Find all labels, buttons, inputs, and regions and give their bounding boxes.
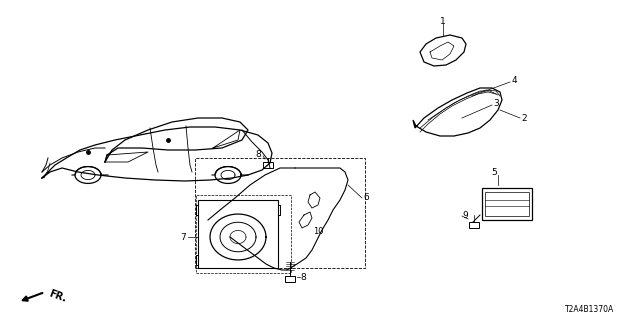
Bar [263, 162, 273, 168]
Bar [469, 222, 479, 228]
Bar [482, 188, 532, 220]
Bar [285, 276, 295, 282]
Text: 3: 3 [493, 99, 499, 108]
Text: 5: 5 [491, 167, 497, 177]
Text: 8: 8 [300, 274, 306, 283]
Text: 1: 1 [440, 17, 446, 26]
Text: 7: 7 [180, 233, 186, 242]
Polygon shape [420, 35, 466, 66]
Text: 9: 9 [462, 211, 468, 220]
Text: T2A4B1370A: T2A4B1370A [565, 305, 614, 314]
Bar [198, 200, 278, 268]
Text: 2: 2 [521, 114, 527, 123]
Bar [485, 192, 529, 216]
Polygon shape [413, 88, 502, 136]
Bar [196, 195, 291, 273]
Text: 8: 8 [255, 149, 261, 158]
Text: 6: 6 [363, 194, 369, 203]
Text: FR.: FR. [47, 288, 67, 304]
Bar [195, 158, 365, 268]
Text: 4: 4 [511, 76, 517, 84]
Text: 10: 10 [313, 228, 323, 236]
